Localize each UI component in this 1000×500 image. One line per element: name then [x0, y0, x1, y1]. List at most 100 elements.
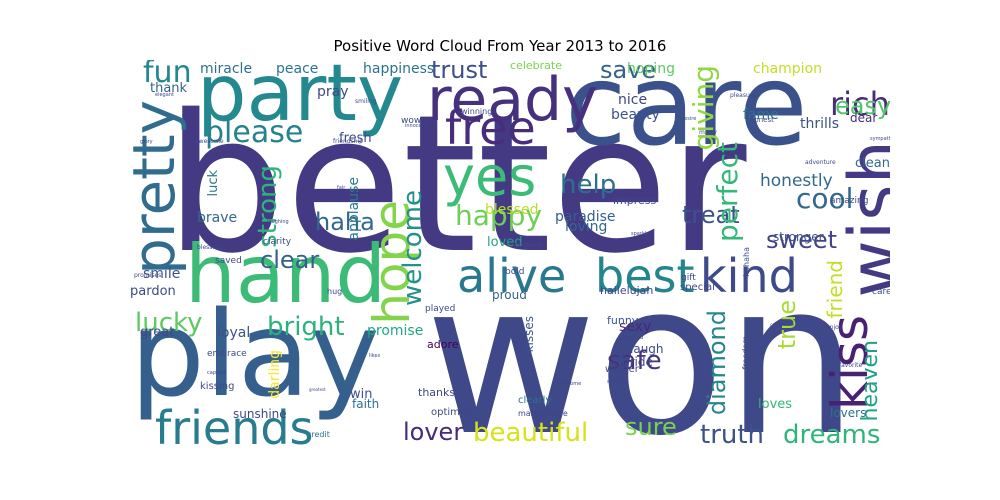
word-gift: gift	[681, 273, 696, 283]
word-favorite: favorite	[839, 362, 863, 369]
word-played: played	[425, 304, 456, 314]
word-winning: winning	[461, 107, 493, 116]
word-thanks: thanks	[418, 386, 456, 399]
word-pleasure: pleasure	[730, 92, 756, 99]
word-lucky: lucky	[135, 308, 203, 338]
word-awesome: awesome	[195, 138, 224, 145]
word-honest: honest	[750, 116, 774, 124]
word-innocent: innocent	[405, 123, 427, 129]
word-promised: promised	[620, 335, 644, 341]
word-lovers: lovers	[830, 406, 867, 420]
word-special: special	[680, 282, 715, 293]
word-play: play	[130, 285, 380, 423]
word-haha: haha	[315, 208, 375, 236]
word-clearly: clearly	[518, 395, 552, 406]
word-funny: funny	[607, 314, 639, 327]
word-friend: friend	[823, 260, 847, 319]
word-bright: bright	[267, 312, 345, 342]
word-rich: rich	[830, 85, 890, 123]
word-adore: adore	[427, 338, 459, 351]
word-better: better	[165, 74, 747, 295]
word-hand: hand	[185, 228, 387, 321]
word-proud: proud	[492, 288, 527, 302]
word-promises: promises	[134, 272, 162, 279]
word-freedom: freedom	[741, 336, 750, 370]
word-amazing: amazing	[830, 196, 869, 206]
word-lover: lover	[403, 418, 464, 446]
word-cool: cool	[796, 182, 854, 215]
word-bold: bold	[505, 267, 525, 277]
word-fun: fun	[143, 60, 192, 90]
word-promise: promise	[367, 323, 424, 339]
word-adventure: adventure	[805, 159, 836, 166]
word-laugh: laugh	[630, 342, 664, 356]
word-glory: glory	[140, 139, 153, 145]
word-nice: nice	[618, 92, 648, 108]
word-saved: saved	[215, 256, 242, 266]
word-happy: happy	[455, 199, 543, 232]
word-sexy: sexy	[619, 319, 652, 335]
word-kind: kind	[700, 249, 798, 303]
word-friendship: friendship	[333, 138, 363, 145]
word-loves: loves	[758, 397, 793, 412]
word-treat: treat	[682, 201, 740, 229]
word-handsome: handsome	[555, 381, 582, 387]
word-enjoy: enjoy	[826, 324, 843, 331]
word-cloud: better won care party play hand ready wish prett…	[125, 60, 890, 450]
word-thrills: thrills	[800, 116, 840, 132]
word-brave: brave	[197, 210, 238, 226]
word-blessings: blessings	[197, 244, 225, 251]
word-sunshine: sunshine	[233, 407, 287, 421]
word-happiness: happiness	[363, 61, 435, 77]
word-free: free	[445, 101, 536, 155]
word-pardon: pardon	[130, 284, 176, 299]
word-winner: winner	[605, 364, 639, 375]
word-sparkle: sparkle	[631, 231, 650, 237]
word-alive: alive	[457, 249, 567, 303]
word-relief: relief	[643, 139, 656, 145]
word-truth: truth	[700, 420, 765, 450]
word-sure: sure	[625, 413, 677, 441]
word-satisfied: satisfied	[607, 379, 629, 385]
word-applause: applause	[346, 177, 362, 241]
word-masterpiece: masterpiece	[518, 409, 568, 418]
word-embrace: embrace	[207, 349, 247, 359]
word-ready: ready	[427, 65, 598, 135]
word-kissing: kissing	[200, 381, 235, 392]
word-sweet: sweet	[766, 226, 838, 254]
word-comfortable: comfortable	[770, 322, 795, 327]
word-win: win	[350, 387, 373, 402]
word-capable: capable	[207, 370, 227, 376]
word-hallelujah: hallelujah	[600, 284, 654, 297]
word-won: won	[425, 237, 859, 451]
word-likes: likes	[369, 353, 381, 359]
word-dear: dear	[850, 111, 878, 125]
word-miracle: miracle	[200, 61, 253, 77]
word-blessed: blessed	[485, 202, 539, 218]
word-pretty: pretty	[125, 100, 188, 275]
word-greatest: greatest	[309, 387, 326, 392]
word-kisses: kisses	[522, 316, 536, 353]
word-cares: cares	[872, 287, 890, 297]
word-brightest: brightest	[515, 242, 543, 249]
word-stronger: stronger	[773, 230, 824, 244]
word-laughing: laughing	[267, 219, 289, 225]
word-darling: darling	[267, 350, 283, 399]
word-credit: credit	[307, 430, 330, 439]
word-impress: impress	[613, 194, 657, 207]
word-care: care	[565, 60, 808, 171]
word-elegant: elegant	[155, 92, 174, 98]
word-pride: pride	[622, 355, 653, 369]
word-optimist: optimist	[431, 407, 472, 418]
word-smiling: smiling	[355, 98, 377, 105]
word-faith: faith	[352, 397, 380, 411]
word-smile: smile	[143, 266, 181, 282]
word-peace: peace	[276, 61, 319, 77]
word-clarity: clarity	[263, 237, 292, 247]
word-champion: champion	[753, 61, 823, 77]
word-trust: trust	[431, 60, 488, 84]
word-dreams: dreams	[783, 420, 881, 450]
word-party: party	[197, 60, 404, 139]
word-diamond: diamond	[703, 310, 731, 416]
